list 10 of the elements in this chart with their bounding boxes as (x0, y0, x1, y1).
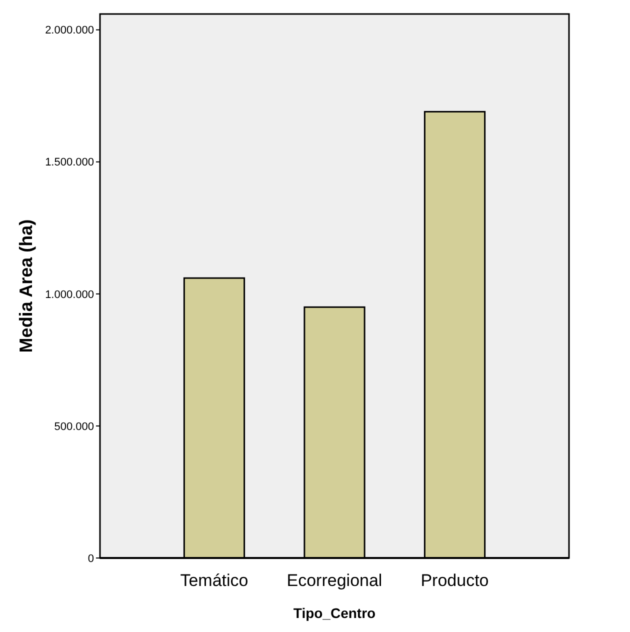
x-tick-label: Producto (420, 571, 489, 590)
y-tick-label: 2.000.000 (45, 24, 94, 37)
x-tick-label: Temático (180, 571, 248, 590)
y-tick-label: 1.000.000 (45, 288, 94, 301)
y-tick-label: 0 (88, 552, 94, 565)
y-tick-label: 500.000 (54, 420, 94, 433)
y-axis-title: Media Area (ha) (16, 219, 36, 353)
x-axis-title: Tipo_Centro (293, 605, 376, 621)
x-tick-label: Ecorregional (286, 571, 382, 590)
y-tick-label: 1.500.000 (45, 156, 94, 169)
